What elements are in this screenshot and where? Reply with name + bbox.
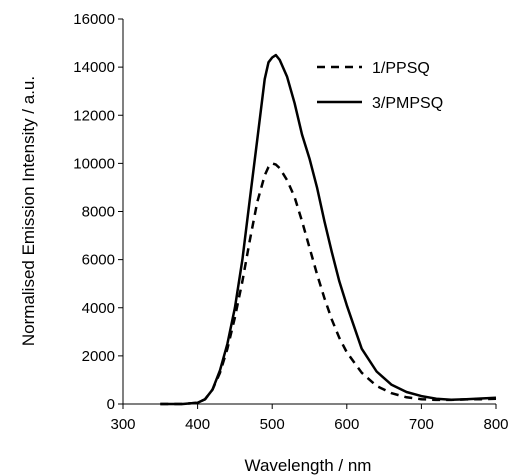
y-tick-label: 14000 <box>73 59 115 76</box>
legend-label-1-ppsq: 1/PPSQ <box>372 60 430 77</box>
x-tick-label: 800 <box>483 416 508 433</box>
y-tick-label: 6000 <box>82 252 115 269</box>
x-axis-title: Wavelength / nm <box>245 456 372 475</box>
series-line-3-pmpsq <box>160 53 497 406</box>
series-line-1-ppsq <box>160 162 497 406</box>
y-tick-label: 4000 <box>82 300 115 317</box>
legend: 1/PPSQ 3/PMPSQ <box>317 60 443 112</box>
y-axis-title: Normalised Emission Intensity / a.u. <box>19 76 38 346</box>
y-tick-label: 16000 <box>73 11 115 28</box>
y-tick-label: 8000 <box>82 204 115 221</box>
legend-label-3-pmpsq: 3/PMPSQ <box>372 95 443 112</box>
series-lines <box>160 53 497 406</box>
y-tick-label: 10000 <box>73 155 115 172</box>
y-tick-label: 12000 <box>73 107 115 124</box>
axes <box>122 19 496 405</box>
y-tick-label: 2000 <box>82 348 115 365</box>
x-tick-label: 700 <box>409 416 434 433</box>
ticks: 0 2000 4000 6000 8000 10000 12000 14000 16000 300… <box>73 11 508 433</box>
x-tick-label: 300 <box>110 416 135 433</box>
x-tick-label: 400 <box>185 416 210 433</box>
y-tick-label: 0 <box>107 396 115 413</box>
x-tick-label: 600 <box>334 416 359 433</box>
x-tick-label: 500 <box>260 416 285 433</box>
